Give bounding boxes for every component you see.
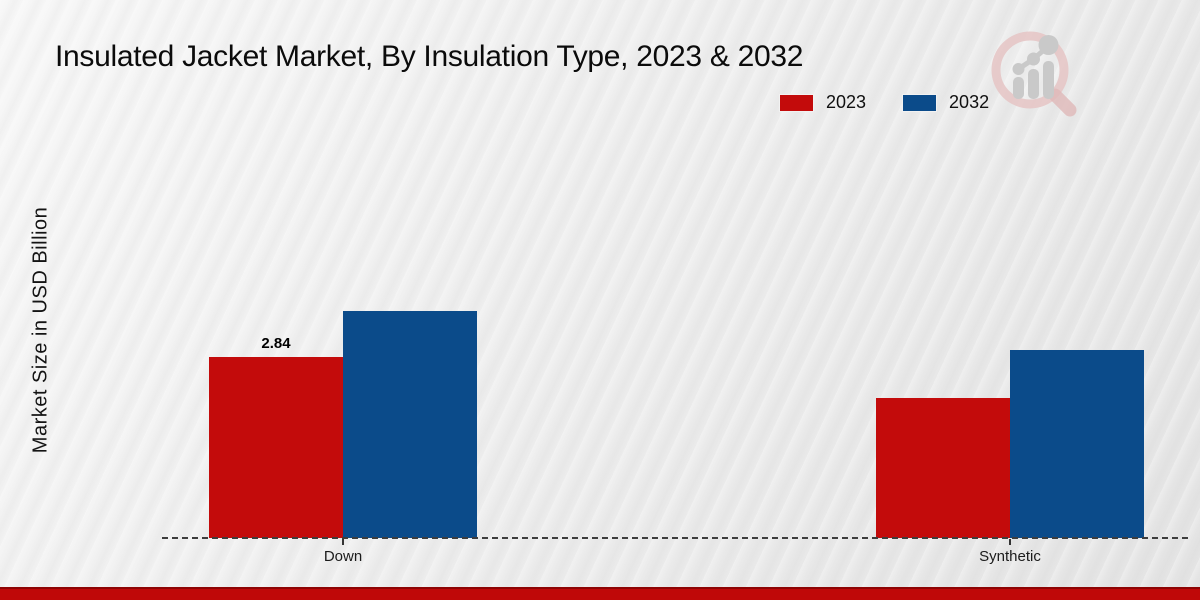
chart-title: Insulated Jacket Market, By Insulation T… — [55, 40, 804, 73]
y-axis-label: Market Size in USD Billion — [29, 206, 52, 454]
category-label-down: Down — [323, 548, 363, 565]
category-label-synthetic: Synthetic — [979, 548, 1041, 565]
legend: 2023 2032 — [779, 92, 989, 113]
footer-accent-bar — [0, 587, 1200, 600]
bar-value-label: 2.84 — [261, 335, 291, 353]
x-axis-baseline — [162, 537, 1188, 539]
bar-down-2032 — [343, 311, 477, 538]
legend-swatch-2023-icon — [779, 93, 814, 112]
bar-down-2023 — [209, 357, 343, 538]
bar-synthetic-2023 — [876, 398, 1010, 538]
x-tick-synthetic — [1009, 539, 1011, 545]
x-tick-down — [342, 539, 344, 545]
bar-synthetic-2032 — [1010, 350, 1144, 538]
magnifier-growth-chart-icon — [984, 26, 1088, 123]
legend-label-2032: 2032 — [949, 92, 990, 112]
legend-label-2023: 2023 — [826, 92, 867, 112]
legend-item-2023: 2023 — [779, 92, 866, 113]
legend-item-2032: 2032 — [902, 92, 989, 113]
legend-swatch-2032-icon — [902, 93, 938, 112]
